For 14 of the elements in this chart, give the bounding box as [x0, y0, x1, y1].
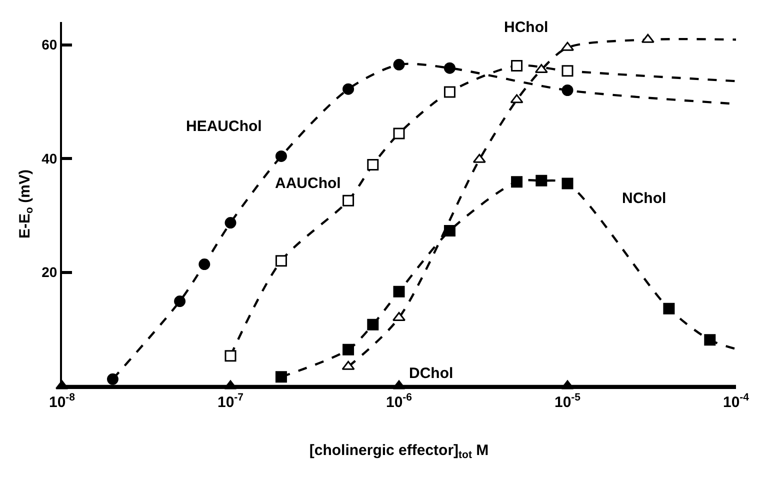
- x-tick-label: 10$^{-6}$: [386, 391, 412, 411]
- series-label: NChol: [622, 190, 666, 207]
- x-tick-label: 10$^{-5}$: [554, 391, 581, 411]
- y-tick-label: 40: [42, 150, 58, 166]
- x-tick-label: 10$^{-8}$: [48, 391, 76, 411]
- x-tick-label: 10$^{-4}$: [722, 391, 750, 411]
- x-axis-title: [cholinergic effector]$_{tot}$ M: [309, 442, 489, 461]
- y-tick-label: 20: [42, 264, 58, 280]
- x-tick-label: 10$^{-7}$: [217, 391, 244, 411]
- series-label: HChol: [504, 19, 548, 36]
- series-label: AAUChol: [275, 175, 341, 192]
- series-label: HEAUChol: [186, 118, 262, 135]
- y-tick-label: 60: [42, 36, 58, 53]
- series-label: DChol: [409, 365, 454, 382]
